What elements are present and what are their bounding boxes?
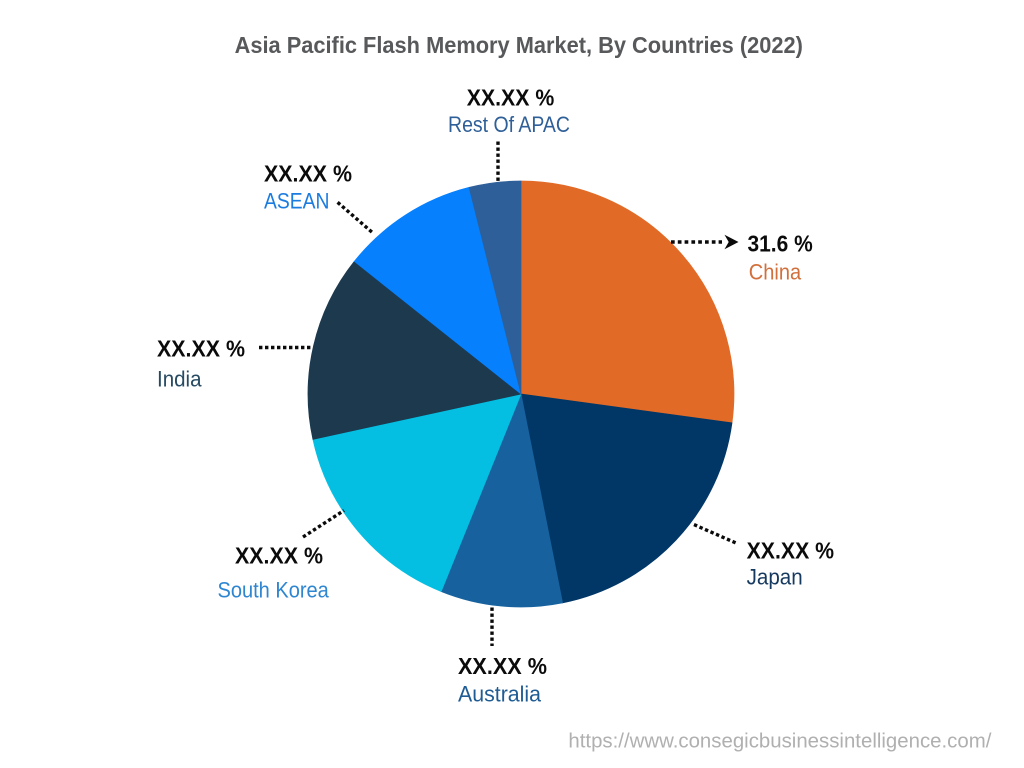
svg-text:Japan: Japan [747, 565, 803, 590]
svg-text:XX.XX %: XX.XX % [235, 542, 323, 568]
svg-text:Rest Of APAC: Rest Of APAC [448, 112, 570, 137]
svg-text:ASEAN: ASEAN [264, 189, 330, 214]
svg-text:XX.XX %: XX.XX % [458, 653, 547, 679]
svg-text:Asia Pacific Flash Memory Mark: Asia Pacific Flash Memory Market, By Cou… [235, 32, 803, 58]
svg-text:https://www.consegicbusinessin: https://www.consegicbusinessintelligence… [568, 729, 991, 752]
svg-text:India: India [157, 367, 202, 392]
svg-text:XX.XX %: XX.XX % [467, 85, 555, 111]
svg-text:XX.XX %: XX.XX % [747, 537, 835, 563]
svg-text:31.6 %: 31.6 % [748, 230, 813, 256]
svg-text:XX.XX %: XX.XX % [264, 160, 352, 186]
svg-text:South Korea: South Korea [218, 577, 330, 602]
svg-text:XX.XX %: XX.XX % [157, 335, 245, 361]
svg-text:China: China [749, 260, 802, 285]
svg-text:Australia: Australia [458, 682, 542, 707]
